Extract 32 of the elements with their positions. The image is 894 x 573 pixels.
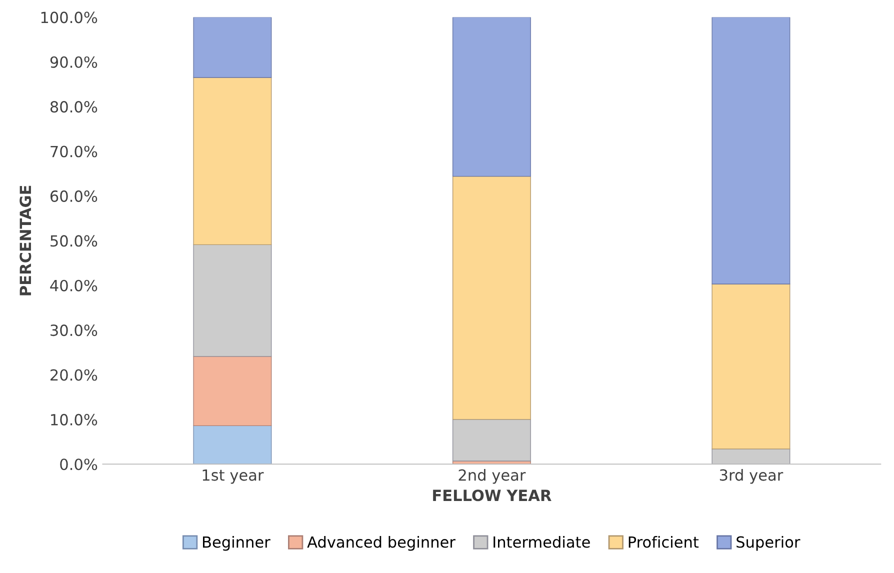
- bar: [452, 17, 531, 177]
- bar: [193, 244, 272, 357]
- bar: [193, 356, 272, 426]
- y-tick-label: 100.0%: [41, 12, 98, 24]
- bar: [193, 425, 272, 464]
- y-tick-label: 10.0%: [51, 414, 98, 426]
- y-tick-label: 50.0%: [50, 235, 98, 247]
- y-tick-label: 0.0%: [60, 458, 98, 470]
- y-tick-label: 70.0%: [50, 146, 98, 158]
- y-tick-label: 30.0%: [50, 324, 98, 336]
- bar: [712, 17, 790, 284]
- x-tick-label: 1st year: [202, 469, 264, 484]
- y-axis-title: PERCENTAGE: [20, 186, 32, 296]
- y-tick-label: 40.0%: [50, 280, 98, 292]
- legend-label: Proficient: [628, 536, 699, 548]
- bar: [452, 176, 531, 420]
- legend-label: Superior: [736, 536, 800, 551]
- bar: [452, 419, 531, 462]
- legend-label: Intermediate: [494, 536, 590, 548]
- x-axis-title: FELLOW YEAR: [433, 490, 552, 502]
- legend-label: Beginner: [203, 536, 270, 551]
- x-tick-label: 2nd year: [458, 468, 526, 484]
- bar: [193, 77, 272, 246]
- y-tick-label: 90.0%: [50, 56, 98, 68]
- y-tick-label: 80.0%: [50, 101, 98, 113]
- bar: [193, 17, 272, 78]
- x-tick-label: 3rd year: [720, 468, 784, 484]
- y-tick-label: 20.0%: [50, 369, 98, 381]
- bar: [712, 448, 790, 464]
- y-tick-label: 60.0%: [50, 190, 98, 202]
- bar: [712, 284, 790, 450]
- legend-label: Advanced beginner: [307, 536, 456, 551]
